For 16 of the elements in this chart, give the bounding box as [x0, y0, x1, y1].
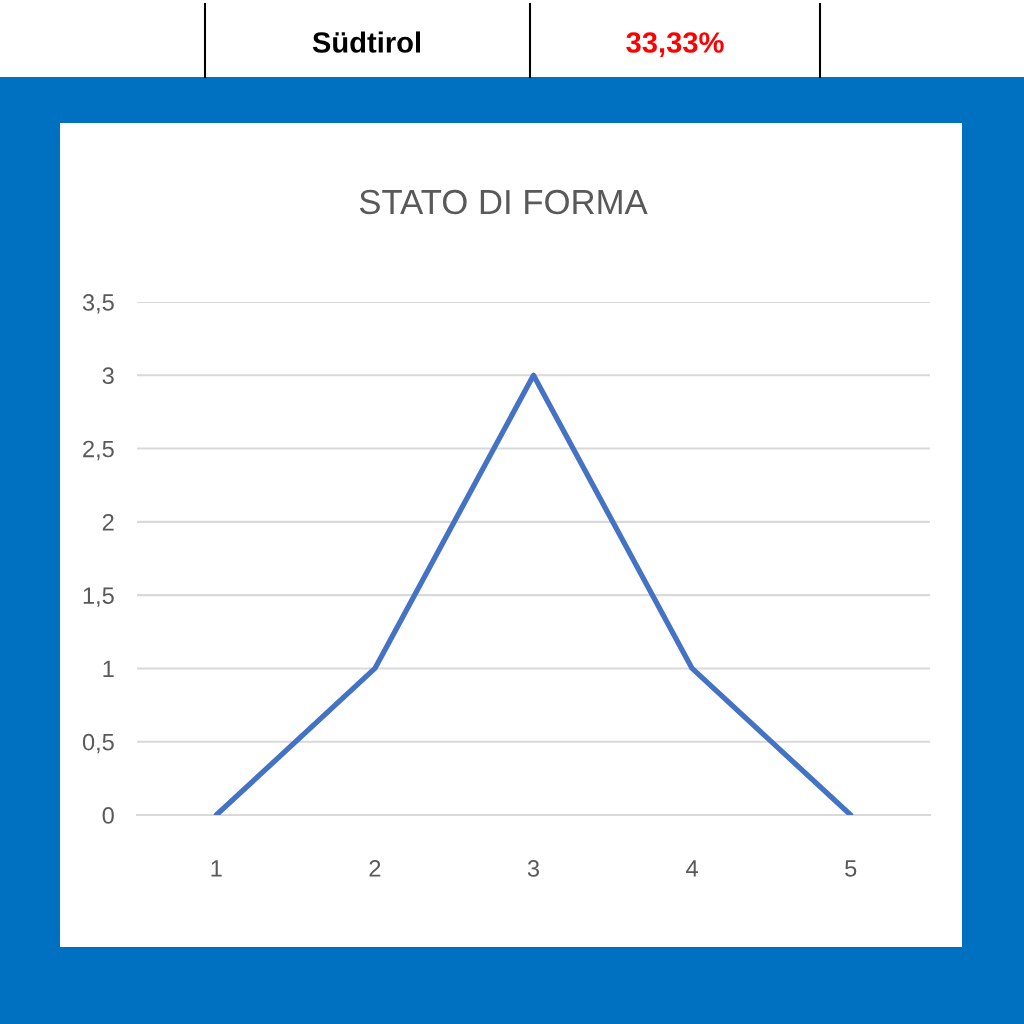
y-tick-label: 3,5 [82, 294, 114, 314]
text: 33,33% [626, 32, 724, 58]
y-tick-label: 0 [102, 807, 114, 824]
y-tick-label: 0,5 [82, 733, 114, 754]
text: Südtirol [312, 31, 421, 53]
x-tick-label: 1 [211, 860, 222, 877]
chart-title: STATO DI FORMA [359, 189, 648, 215]
y-tick-label: 2 [102, 513, 114, 531]
x-tick-label: 3 [527, 860, 540, 877]
x-tick-label: 5 [845, 860, 857, 877]
y-tick-label: 2,5 [83, 440, 114, 461]
y-tick-label: 1,5 [83, 587, 114, 607]
y-tick-label: 1 [103, 660, 114, 677]
x-tick-label: 2 [369, 860, 381, 877]
x-tick-label: 4 [686, 860, 698, 877]
y-tick-label: 3 [102, 367, 114, 385]
